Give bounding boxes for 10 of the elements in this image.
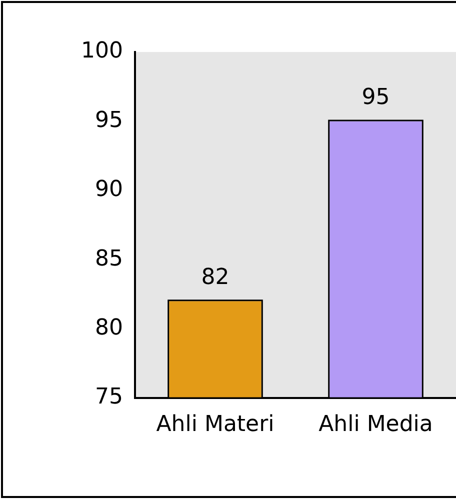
data-label: 95 [362,84,390,110]
y-tick-label: 90 [95,177,123,202]
y-tick-label: 95 [95,108,123,133]
y-tick-label: 100 [81,38,123,64]
y-tick-label: 80 [95,316,123,341]
x-tick-label: Ahli Media [318,412,433,437]
y-tick-label: 85 [95,246,123,272]
x-tick-label: Ahli Materi [156,412,274,437]
y-tick-label: 75 [95,384,123,410]
data-label: 82 [201,264,230,290]
